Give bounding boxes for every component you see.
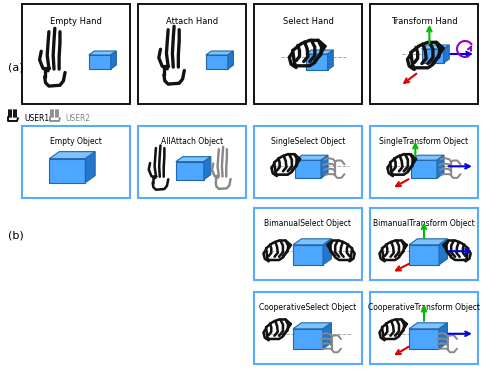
Polygon shape	[439, 239, 448, 265]
Text: CooperativeSelect Object: CooperativeSelect Object	[260, 303, 356, 312]
Text: BimanualSelect Object: BimanualSelect Object	[264, 219, 352, 228]
Text: SingleSelect Object: SingleSelect Object	[271, 137, 345, 146]
Polygon shape	[295, 160, 321, 178]
Polygon shape	[50, 159, 86, 183]
Polygon shape	[86, 151, 95, 183]
Polygon shape	[323, 239, 332, 265]
Polygon shape	[89, 51, 117, 55]
Text: SingleTransform Object: SingleTransform Object	[380, 137, 468, 146]
Text: Select Hand: Select Hand	[282, 17, 334, 26]
Polygon shape	[328, 50, 333, 70]
Polygon shape	[411, 155, 444, 160]
Text: Attach Hand: Attach Hand	[166, 17, 218, 26]
Polygon shape	[306, 54, 328, 70]
Polygon shape	[295, 155, 328, 160]
Polygon shape	[293, 239, 332, 245]
Bar	[370, 208, 478, 280]
Polygon shape	[422, 49, 444, 63]
Polygon shape	[409, 323, 448, 329]
Polygon shape	[321, 155, 328, 178]
Text: AllAttach Object: AllAttach Object	[161, 137, 223, 146]
Text: USER1: USER1	[24, 114, 49, 123]
Text: BimanualTransform Object: BimanualTransform Object	[373, 219, 475, 228]
Polygon shape	[176, 157, 211, 162]
Text: (a): (a)	[8, 62, 24, 72]
Text: (b): (b)	[8, 230, 24, 240]
Polygon shape	[89, 55, 111, 69]
Bar	[138, 4, 246, 104]
Polygon shape	[439, 323, 448, 349]
Bar	[254, 4, 362, 104]
Polygon shape	[422, 45, 449, 49]
Polygon shape	[50, 151, 95, 159]
Polygon shape	[293, 245, 323, 265]
Text: Empty Hand: Empty Hand	[50, 17, 102, 26]
Bar	[22, 4, 130, 104]
Polygon shape	[111, 51, 116, 69]
Text: Transform Hand: Transform Hand	[390, 17, 458, 26]
Polygon shape	[204, 157, 211, 180]
Bar	[370, 292, 478, 364]
Polygon shape	[293, 329, 323, 349]
Polygon shape	[411, 160, 437, 178]
Bar	[370, 4, 478, 104]
Bar	[254, 126, 362, 198]
Polygon shape	[306, 50, 333, 54]
Polygon shape	[206, 55, 228, 69]
Bar	[22, 126, 130, 198]
Text: Empty Object: Empty Object	[50, 137, 102, 146]
Bar	[254, 208, 362, 280]
Bar	[254, 292, 362, 364]
Polygon shape	[409, 245, 439, 265]
Polygon shape	[176, 162, 204, 180]
Polygon shape	[437, 155, 444, 178]
Polygon shape	[409, 329, 439, 349]
Text: USER2: USER2	[65, 114, 90, 123]
Polygon shape	[293, 323, 332, 329]
Bar	[370, 126, 478, 198]
Polygon shape	[206, 51, 234, 55]
Polygon shape	[444, 45, 449, 63]
Text: CooperativeTransform Object: CooperativeTransform Object	[368, 303, 480, 312]
Polygon shape	[409, 239, 448, 245]
Bar	[138, 126, 246, 198]
Polygon shape	[323, 323, 332, 349]
Polygon shape	[228, 51, 234, 69]
